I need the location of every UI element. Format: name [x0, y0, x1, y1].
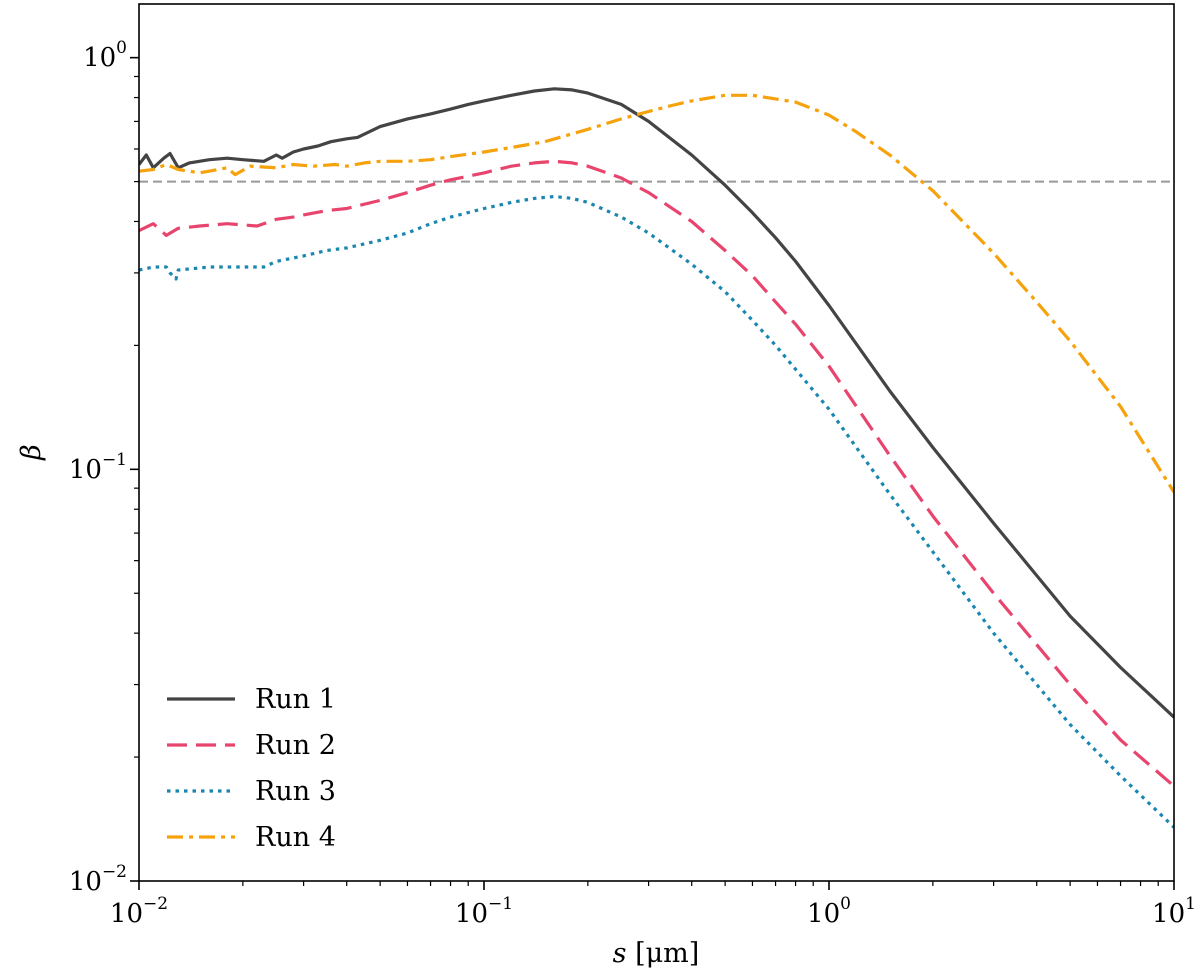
x-axis-label: s [μm] [613, 938, 700, 969]
y-tick-label: 100 [83, 38, 127, 73]
plot-frame [138, 3, 1175, 882]
x-tick-label: 10−1 [455, 894, 513, 929]
y-tick-label: 10−2 [69, 862, 127, 897]
legend-label-run-2: Run 2 [255, 730, 336, 761]
series-line-run-4 [139, 93, 1174, 494]
x-tick-label: 10−2 [110, 894, 168, 929]
series-line-run-3 [139, 194, 1174, 829]
x-tick-label: 101 [1152, 894, 1196, 929]
x-tick-label: 100 [807, 894, 851, 929]
legend: Run 1 Run 2 Run 3 Run 4 [167, 684, 336, 853]
legend-label-run-3: Run 3 [255, 776, 336, 807]
series-line-run-1 [139, 87, 1174, 719]
series-group [139, 87, 1174, 829]
legend-label-run-4: Run 4 [255, 822, 336, 853]
legend-label-run-1: Run 1 [255, 684, 336, 715]
series-line-run-2 [139, 159, 1174, 788]
y-axis-label: β [16, 444, 47, 461]
y-tick-label: 10−1 [69, 450, 127, 485]
ticks-group [130, 56, 1175, 890]
